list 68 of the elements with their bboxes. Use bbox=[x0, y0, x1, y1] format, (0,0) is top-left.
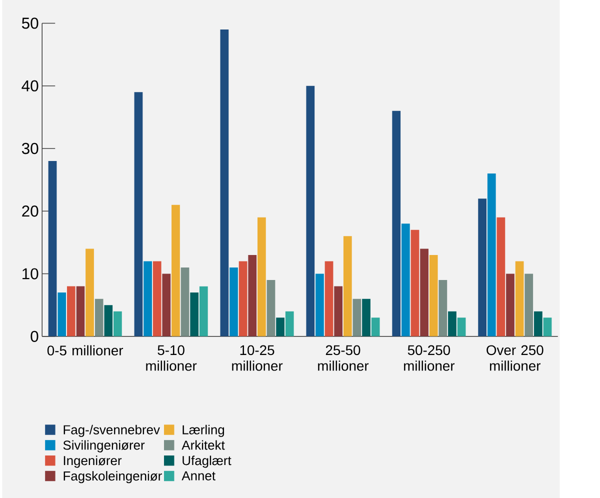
bar bbox=[76, 286, 85, 336]
bar bbox=[152, 261, 162, 336]
bar bbox=[410, 230, 420, 336]
x-tick-label: 50-250 millioner bbox=[404, 345, 455, 371]
y-tick-label: 50 bbox=[22, 18, 38, 29]
legend-label: Fag-/svennebrev bbox=[64, 424, 160, 437]
bar bbox=[420, 248, 428, 336]
x-tick-label: 10-25 millioner bbox=[232, 345, 283, 371]
bar bbox=[487, 174, 496, 336]
bar bbox=[457, 318, 466, 336]
legend-label: Ufaglært bbox=[182, 456, 232, 468]
bar bbox=[134, 92, 143, 336]
bar bbox=[48, 160, 57, 336]
bar bbox=[266, 280, 276, 336]
legend-label: Ingeniører bbox=[64, 456, 122, 468]
bar bbox=[172, 204, 180, 336]
bar bbox=[199, 286, 208, 336]
bar bbox=[371, 318, 380, 336]
y-tick-label: 20 bbox=[22, 206, 38, 217]
bar bbox=[438, 280, 448, 336]
bar bbox=[524, 274, 534, 336]
x-tick-label: Over 250 millioner bbox=[486, 345, 544, 371]
bar bbox=[285, 311, 294, 336]
y-tick-label: 30 bbox=[22, 142, 38, 154]
bar bbox=[401, 224, 410, 336]
bar bbox=[324, 261, 334, 336]
bar bbox=[515, 261, 524, 336]
y-tick-label: 10 bbox=[22, 268, 38, 280]
bar bbox=[162, 274, 171, 336]
bar bbox=[316, 274, 324, 336]
bar bbox=[58, 292, 66, 336]
bar bbox=[496, 217, 506, 336]
bar bbox=[362, 298, 370, 336]
bar bbox=[230, 267, 238, 336]
bar bbox=[190, 292, 199, 336]
bar bbox=[506, 274, 514, 336]
bar bbox=[180, 267, 190, 336]
x-tick-label: 25-50 millioner bbox=[318, 345, 369, 371]
bar bbox=[352, 298, 362, 336]
bar bbox=[238, 261, 248, 336]
bar bbox=[66, 286, 76, 336]
bar bbox=[276, 318, 284, 336]
legend-label: Fagskoleingeniør bbox=[64, 471, 162, 484]
legend-label: Sivilingeniører bbox=[63, 440, 145, 452]
legend-label: Lærling bbox=[182, 424, 224, 437]
x-tick-label: 5-10 millioner bbox=[146, 345, 197, 371]
legend-label: Arkitekt bbox=[182, 440, 225, 450]
legend-label: Annet bbox=[182, 471, 216, 480]
bar bbox=[543, 318, 552, 336]
x-tick-label: 0-5 millioner bbox=[47, 345, 124, 356]
bar bbox=[104, 305, 113, 336]
bar bbox=[248, 254, 257, 336]
bar bbox=[220, 29, 229, 336]
bar bbox=[334, 286, 343, 336]
y-tick-label: 40 bbox=[22, 80, 38, 92]
bar bbox=[306, 86, 315, 336]
bar bbox=[114, 311, 122, 336]
bar bbox=[429, 254, 438, 336]
bar bbox=[86, 248, 94, 336]
y-tick-label: 0 bbox=[30, 330, 38, 342]
bar bbox=[392, 110, 401, 336]
bar bbox=[94, 298, 104, 336]
bar bbox=[144, 261, 152, 336]
bar bbox=[448, 311, 456, 336]
bar bbox=[257, 217, 266, 336]
bar bbox=[478, 198, 487, 336]
bar bbox=[343, 236, 352, 336]
bar bbox=[534, 311, 542, 336]
